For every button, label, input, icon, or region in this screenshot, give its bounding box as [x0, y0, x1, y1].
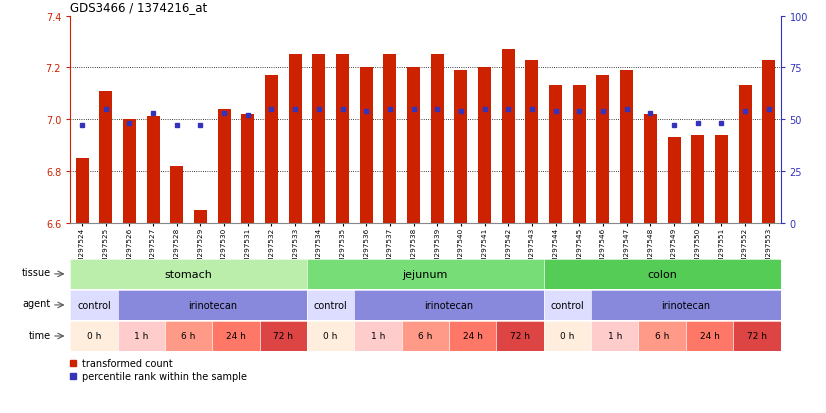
Bar: [596, 76, 610, 223]
Text: control: control: [551, 300, 584, 310]
Bar: [430, 55, 444, 223]
Bar: [525, 60, 539, 223]
Bar: [336, 55, 349, 223]
Text: control: control: [314, 300, 348, 310]
Text: 1 h: 1 h: [371, 332, 385, 341]
Text: 0 h: 0 h: [87, 332, 101, 341]
Bar: [691, 135, 705, 223]
Bar: [170, 166, 183, 223]
Bar: [501, 50, 515, 223]
Text: irinotecan: irinotecan: [425, 300, 473, 310]
Text: 24 h: 24 h: [226, 332, 246, 341]
Text: 72 h: 72 h: [510, 332, 530, 341]
Text: 24 h: 24 h: [700, 332, 719, 341]
Text: irinotecan: irinotecan: [188, 300, 237, 310]
Bar: [241, 115, 254, 223]
Bar: [714, 135, 728, 223]
Bar: [265, 76, 278, 223]
Bar: [146, 117, 159, 223]
Bar: [383, 55, 396, 223]
Text: 72 h: 72 h: [747, 332, 767, 341]
Bar: [667, 138, 681, 223]
Text: transformed count: transformed count: [82, 358, 173, 368]
Text: stomach: stomach: [164, 269, 212, 279]
Bar: [312, 55, 325, 223]
Text: GDS3466 / 1374216_at: GDS3466 / 1374216_at: [70, 1, 207, 14]
Bar: [738, 86, 752, 223]
Text: 6 h: 6 h: [182, 332, 196, 341]
Text: tissue: tissue: [21, 268, 50, 278]
Text: 24 h: 24 h: [463, 332, 482, 341]
Text: jejunum: jejunum: [403, 269, 448, 279]
Text: 6 h: 6 h: [655, 332, 669, 341]
Bar: [194, 210, 207, 223]
Text: control: control: [77, 300, 111, 310]
Bar: [549, 86, 563, 223]
Bar: [123, 120, 136, 223]
Text: irinotecan: irinotecan: [662, 300, 710, 310]
Text: 1 h: 1 h: [134, 332, 149, 341]
Bar: [288, 55, 301, 223]
Bar: [359, 68, 373, 223]
Text: percentile rank within the sample: percentile rank within the sample: [82, 371, 247, 381]
Bar: [572, 86, 586, 223]
Text: 0 h: 0 h: [324, 332, 338, 341]
Bar: [407, 68, 420, 223]
Bar: [454, 71, 468, 223]
Text: agent: agent: [22, 299, 50, 309]
Text: 6 h: 6 h: [418, 332, 433, 341]
Bar: [762, 60, 776, 223]
Text: colon: colon: [648, 269, 677, 279]
Bar: [217, 109, 230, 223]
Bar: [75, 159, 88, 223]
Bar: [620, 71, 634, 223]
Bar: [643, 115, 657, 223]
Text: 72 h: 72 h: [273, 332, 293, 341]
Bar: [99, 91, 112, 223]
Text: time: time: [28, 330, 50, 339]
Text: 1 h: 1 h: [608, 332, 622, 341]
Bar: [478, 68, 491, 223]
Text: 0 h: 0 h: [560, 332, 575, 341]
